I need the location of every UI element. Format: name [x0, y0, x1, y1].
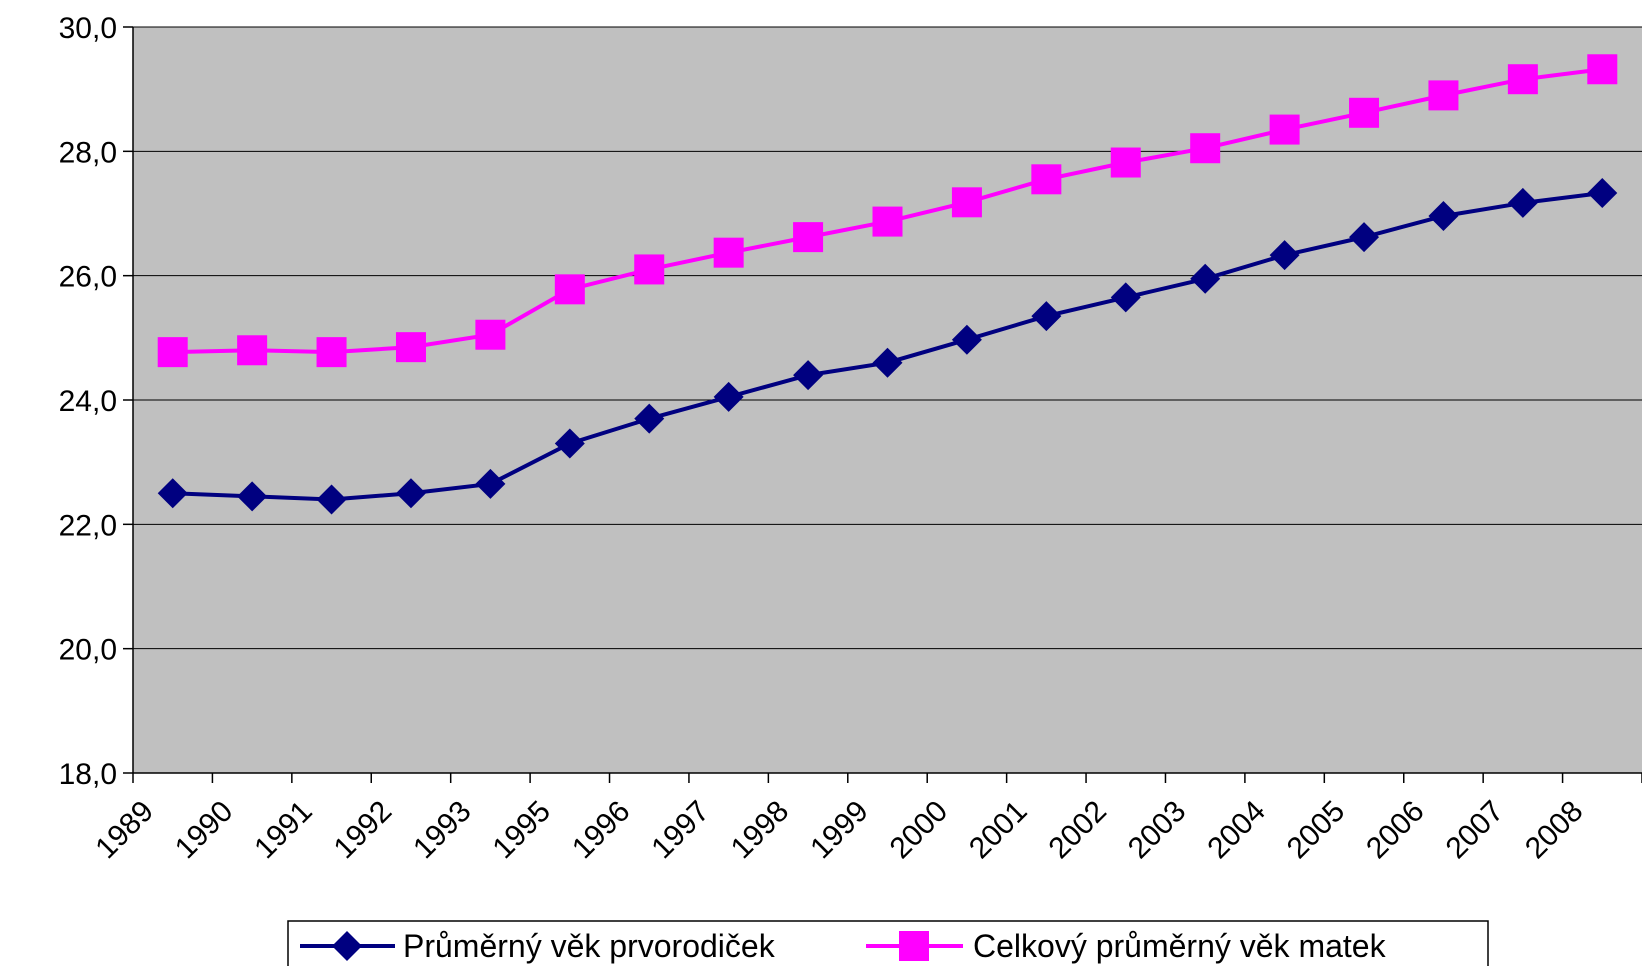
data-point — [237, 481, 268, 512]
gridlines — [133, 26, 1642, 650]
legend: Průměrný věk prvorodiček Celkový průměrný… — [287, 920, 1489, 966]
x-tick-label: 2002 — [1042, 795, 1113, 866]
data-point — [1349, 97, 1380, 128]
x-tick-label: 1993 — [407, 795, 478, 866]
data-point — [1190, 133, 1221, 164]
axes — [123, 26, 1642, 783]
y-tick-label: 24,0 — [59, 385, 117, 418]
data-point — [1031, 301, 1062, 332]
data-point — [713, 237, 744, 268]
x-tick-label: 1990 — [169, 795, 240, 866]
data-point — [951, 187, 982, 218]
data-point — [475, 468, 506, 499]
data-point — [1110, 282, 1141, 313]
x-tick-label: 1998 — [725, 795, 796, 866]
data-point — [1428, 80, 1459, 111]
data-point — [157, 478, 188, 509]
x-tick-label: 1989 — [89, 795, 160, 866]
data-point — [395, 478, 426, 509]
x-tick-label: 2008 — [1519, 795, 1590, 866]
x-tick-label: 1991 — [248, 795, 319, 866]
data-point — [1587, 54, 1618, 85]
y-tick-labels: 18,0 20,0 22,0 24,0 26,0 28,0 30,0 — [59, 12, 117, 791]
data-point — [1428, 200, 1459, 231]
x-tick-label: 2006 — [1360, 795, 1431, 866]
data-point — [951, 324, 982, 355]
data-point — [1507, 64, 1538, 95]
y-tick-label: 18,0 — [59, 758, 117, 791]
legend-box — [287, 920, 1489, 966]
data-point — [1110, 147, 1141, 178]
x-tick-label: 2007 — [1440, 795, 1511, 866]
data-point — [1190, 263, 1221, 294]
series-group — [157, 54, 1618, 515]
data-point — [1587, 177, 1618, 208]
data-point — [316, 337, 347, 368]
y-tick-label: 20,0 — [59, 634, 117, 667]
y-tick-label: 26,0 — [59, 261, 117, 294]
data-point — [237, 335, 268, 366]
data-point — [316, 484, 347, 515]
legend-marker-square — [899, 931, 929, 961]
legend-label-0: Průměrný věk prvorodiček — [403, 928, 776, 964]
data-point — [554, 428, 585, 459]
data-point — [475, 319, 506, 350]
data-point — [713, 381, 744, 412]
x-tick-label: 1996 — [566, 795, 637, 866]
data-point — [793, 360, 824, 391]
data-point — [793, 222, 824, 253]
data-point — [1269, 240, 1300, 271]
data-point — [634, 403, 665, 434]
legend-label-1: Celkový průměrný věk matek — [973, 928, 1387, 964]
x-tick-label: 2005 — [1281, 795, 1352, 866]
data-point — [872, 347, 903, 378]
data-point — [1031, 164, 1062, 195]
x-tick-label: 1999 — [804, 795, 875, 866]
x-tick-labels: 1989 1990 1991 1992 1993 1995 1996 1997 1998 1999… — [89, 795, 1589, 866]
x-tick-label: 1997 — [645, 795, 716, 866]
data-point — [1507, 187, 1538, 218]
x-tick-label: 1995 — [487, 795, 558, 866]
x-tick-label: 2000 — [884, 795, 955, 866]
data-point — [395, 332, 426, 363]
x-tick-label: 2001 — [963, 795, 1034, 866]
data-point — [634, 254, 665, 285]
x-tick-label: 2004 — [1201, 795, 1272, 866]
data-point — [872, 206, 903, 237]
data-point — [157, 337, 188, 368]
data-point — [1269, 114, 1300, 145]
data-point — [554, 274, 585, 305]
y-tick-label: 28,0 — [59, 136, 117, 169]
y-tick-label: 30,0 — [59, 12, 117, 45]
legend-marker-diamond — [332, 931, 362, 961]
x-tick-label: 2003 — [1122, 795, 1193, 866]
y-tick-label: 22,0 — [59, 509, 117, 542]
data-point — [1349, 222, 1380, 253]
x-tick-label: 1992 — [328, 795, 399, 866]
